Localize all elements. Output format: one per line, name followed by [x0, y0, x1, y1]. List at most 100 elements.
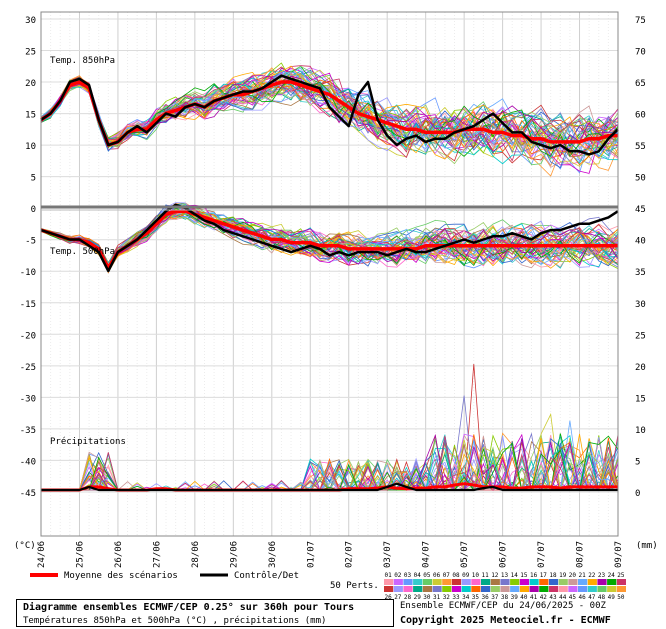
x-date-label: 28/06 — [191, 541, 201, 568]
legend-member-number: 25 — [617, 572, 625, 579]
legend-member-swatch — [616, 586, 626, 592]
legend-member-number: 31 — [433, 594, 441, 600]
legend-member-number: 49 — [608, 594, 616, 600]
x-date-label: 27/06 — [152, 541, 162, 568]
ensemble-member-850-line — [40, 77, 619, 157]
legend-member-swatch — [558, 579, 568, 585]
footer-run: Ensemble ECMWF/CEP du 24/06/2025 - 00Z — [400, 601, 606, 611]
legend-member-swatch — [500, 586, 510, 592]
legend-member-number: 28 — [404, 594, 412, 600]
legend-member-swatch — [519, 586, 529, 592]
legend-member-swatch — [432, 579, 442, 585]
legend-member-number: 26 — [385, 594, 393, 600]
y-right-tick-label: 10 — [635, 426, 646, 436]
legend-member-swatch — [413, 579, 423, 585]
legend-member-swatch — [597, 579, 607, 585]
legend-member-swatch — [403, 586, 413, 592]
legend-member-swatch — [432, 586, 442, 592]
legend-member-swatch — [568, 586, 578, 592]
footer-info: Ensemble ECMWF/CEP du 24/06/2025 - 00Z C… — [400, 601, 662, 626]
y-right-tick-label: 5 — [635, 457, 640, 467]
ensemble-member-500-line — [40, 202, 619, 272]
panel-label: Temp. 500hPa — [50, 247, 115, 257]
y-left-tick-label: -45 — [20, 489, 36, 499]
y-right-tick-label: 20 — [635, 363, 646, 373]
legend-member-number: 05 — [423, 572, 431, 579]
y-left-tick-label: 10 — [25, 142, 36, 152]
y-left-tick-label: -25 — [20, 363, 36, 373]
legend-member-swatch — [519, 579, 529, 585]
y-left-unit: (°C) — [14, 541, 36, 551]
legend-member-swatch — [471, 586, 481, 592]
legend-member-number: 04 — [414, 572, 422, 579]
legend-member-number: 08 — [452, 572, 460, 579]
x-date-label: 30/06 — [268, 541, 278, 568]
legend-member-swatch — [548, 586, 559, 592]
legend-member-number: 03 — [404, 572, 412, 579]
x-date-label: 06/07 — [499, 541, 509, 568]
footer-subtitle: Températures 850hPa et 500hPa (°C) , pré… — [23, 616, 327, 626]
legend-member-swatch — [568, 579, 578, 585]
legend-member-swatch — [500, 579, 510, 585]
legend-member-swatch — [481, 579, 491, 585]
legend-member-number: 43 — [549, 594, 557, 600]
legend-member-swatch — [403, 579, 413, 585]
y-left-tick-label: 20 — [25, 79, 36, 89]
legend-member-number: 42 — [540, 594, 548, 600]
legend-member-swatch — [490, 579, 500, 585]
legend-member-number: 22 — [588, 572, 596, 579]
y-right-tick-label: 15 — [635, 394, 646, 404]
legend-member-swatch — [442, 586, 452, 592]
legend-member-number: 44 — [559, 594, 567, 600]
legend-member-number: 11 — [482, 572, 490, 579]
legend-member-swatch — [607, 579, 617, 585]
y-right-tick-label: 55 — [635, 142, 646, 152]
ensemble-member-precip-line — [41, 433, 619, 491]
legend-member-number: 13 — [501, 572, 509, 579]
y-left-tick-label: 15 — [25, 111, 36, 121]
footer-copyright: Copyright 2025 Meteociel.fr - ECMWF — [400, 615, 611, 626]
legend-member-number: 20 — [569, 572, 577, 579]
legend-perts-label: 50 Perts. — [330, 581, 379, 591]
mean-850-line — [40, 80, 618, 147]
x-date-label: 07/07 — [537, 541, 547, 568]
legend-member-number: 12 — [491, 572, 499, 579]
y-right-unit: (mm) — [636, 541, 658, 551]
legend-member-number: 45 — [569, 594, 577, 600]
legend-member-number: 35 — [472, 594, 480, 600]
legend-member-number: 06 — [433, 572, 441, 579]
legend-member-number: 01 — [385, 572, 393, 579]
legend-member-number: 48 — [598, 594, 606, 600]
y-right-tick-label: 45 — [635, 205, 646, 215]
legend-member-number: 09 — [462, 572, 470, 579]
legend-member-swatch — [587, 586, 597, 592]
x-date-label: 25/06 — [75, 541, 85, 568]
y-right-tick-label: 25 — [635, 331, 646, 341]
y-left-tick-label: -30 — [20, 394, 36, 404]
control-850-line — [40, 74, 619, 156]
legend-member-swatch — [422, 579, 432, 585]
legend-member-swatch — [393, 586, 403, 592]
panel-label: Précipitations — [50, 436, 126, 447]
y-right-tick-label: 75 — [635, 16, 646, 26]
x-date-label: 24/06 — [37, 541, 47, 568]
y-right-tick-label: 60 — [635, 111, 646, 121]
legend-member-swatch — [616, 579, 626, 585]
legend-member-swatch — [548, 579, 559, 585]
x-date-label: 05/07 — [460, 541, 470, 568]
legend-member-swatch — [558, 586, 568, 592]
y-left-tick-label: -5 — [25, 237, 36, 247]
legend-member-number: 23 — [598, 572, 606, 579]
legend-member-number: 29 — [414, 594, 422, 600]
panel-label: Temp. 850hPa — [50, 56, 115, 66]
y-right-tick-label: 70 — [635, 48, 646, 58]
y-right-tick-label: 30 — [635, 300, 646, 310]
legend-member-number: 36 — [482, 594, 490, 600]
legend-member-swatch — [461, 586, 471, 592]
y-right-tick-label: 40 — [635, 237, 646, 247]
control-500-line — [40, 203, 619, 273]
legend-member-number: 41 — [530, 594, 538, 600]
legend-member-swatch — [451, 579, 462, 585]
x-date-label: 02/07 — [345, 541, 355, 568]
